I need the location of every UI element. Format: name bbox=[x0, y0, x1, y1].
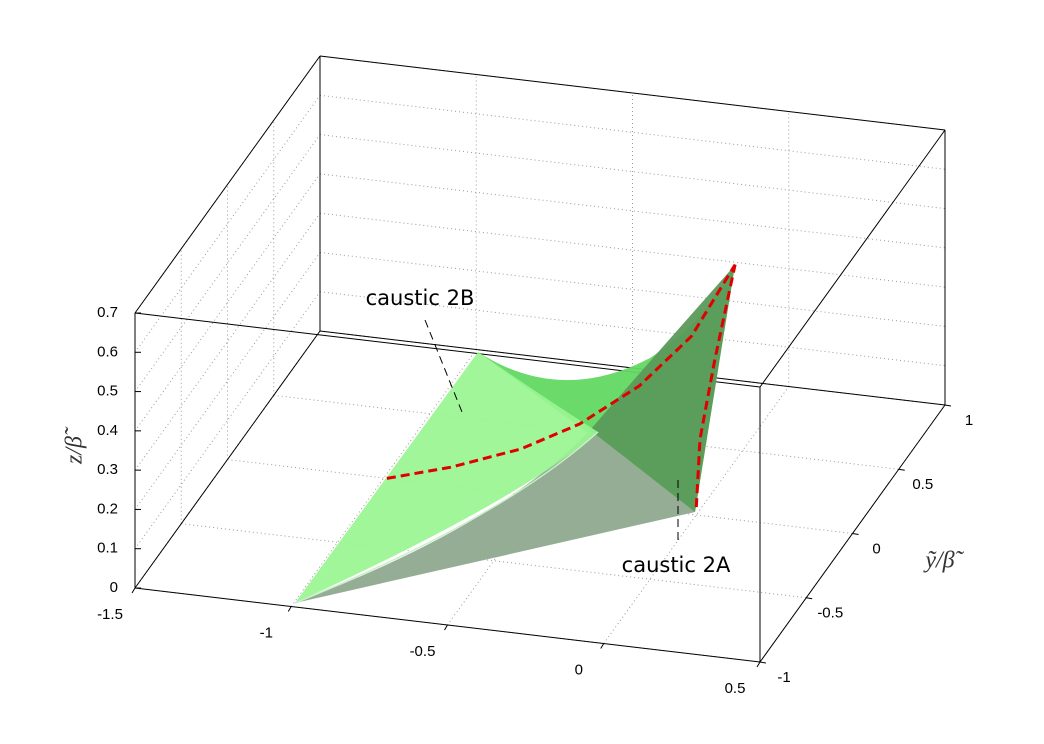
box-edge bbox=[134, 330, 321, 589]
grid-line bbox=[319, 94, 946, 170]
x-tick-label: 0 bbox=[575, 661, 583, 678]
grid-line bbox=[134, 252, 321, 510]
tick-mark bbox=[944, 404, 952, 407]
tick-mark bbox=[806, 597, 813, 600]
y-axis-label: ỹ/β̃ bbox=[923, 548, 964, 574]
grid-line bbox=[290, 349, 477, 607]
grid-line bbox=[134, 94, 321, 353]
grid-line bbox=[319, 134, 946, 210]
z-tick-label: 0.7 bbox=[97, 304, 118, 321]
annotation: caustic 2B bbox=[366, 286, 475, 310]
curves bbox=[386, 263, 737, 508]
tick-mark bbox=[898, 468, 905, 471]
grid-line bbox=[319, 251, 946, 327]
surface-front bbox=[295, 352, 598, 603]
y-tick-label: 1 bbox=[965, 412, 973, 429]
y-tick-label: 0.5 bbox=[912, 476, 933, 493]
box-edge bbox=[319, 55, 946, 131]
grid-line bbox=[319, 173, 946, 249]
tick-mark bbox=[852, 533, 859, 535]
leader-line bbox=[424, 319, 463, 413]
grid-line bbox=[227, 459, 853, 534]
caustic-line bbox=[386, 263, 737, 480]
grid-line bbox=[447, 367, 633, 626]
surface-bottom bbox=[295, 430, 695, 603]
x-tick-label: 0.5 bbox=[725, 680, 746, 697]
tick-mark bbox=[756, 661, 761, 668]
x-tick-label: -0.5 bbox=[410, 643, 436, 660]
z-tick-label: 0.6 bbox=[97, 343, 118, 360]
z-axis-label: z/β̃ bbox=[62, 426, 88, 465]
z-tick-label: 0.2 bbox=[97, 500, 118, 517]
grid-line bbox=[273, 394, 899, 470]
y-tick-label: 0 bbox=[872, 540, 880, 557]
box-edge bbox=[134, 55, 321, 314]
caustic-line bbox=[694, 264, 737, 508]
grid-line bbox=[319, 212, 946, 288]
tick-mark bbox=[600, 643, 605, 649]
x-tick-label: -1.5 bbox=[97, 606, 123, 623]
grid-line bbox=[603, 386, 790, 644]
surface-edge bbox=[294, 431, 599, 604]
z-tick-label: 0.5 bbox=[97, 383, 118, 400]
grid-line bbox=[134, 173, 321, 432]
grid-line bbox=[134, 134, 321, 392]
y-tick-label: -1 bbox=[777, 669, 790, 686]
grid-line bbox=[181, 523, 807, 599]
z-tick-label: 0 bbox=[110, 579, 118, 596]
grid-line bbox=[134, 212, 321, 471]
z-tick-label: 0.4 bbox=[97, 422, 118, 439]
box-edge bbox=[759, 129, 946, 388]
z-tick-label: 0.1 bbox=[97, 540, 118, 557]
y-tick-label: -0.5 bbox=[817, 605, 843, 622]
annotation: caustic 2A bbox=[622, 553, 731, 577]
tick-mark bbox=[287, 606, 292, 612]
grid-line bbox=[319, 291, 946, 367]
tick-mark bbox=[444, 624, 448, 631]
z-tick-label: 0.3 bbox=[97, 461, 118, 478]
tick-mark bbox=[759, 661, 767, 664]
grid bbox=[131, 55, 952, 668]
tick-mark bbox=[131, 587, 136, 594]
x-tick-label: -1 bbox=[260, 624, 273, 641]
grid-line bbox=[134, 291, 321, 550]
